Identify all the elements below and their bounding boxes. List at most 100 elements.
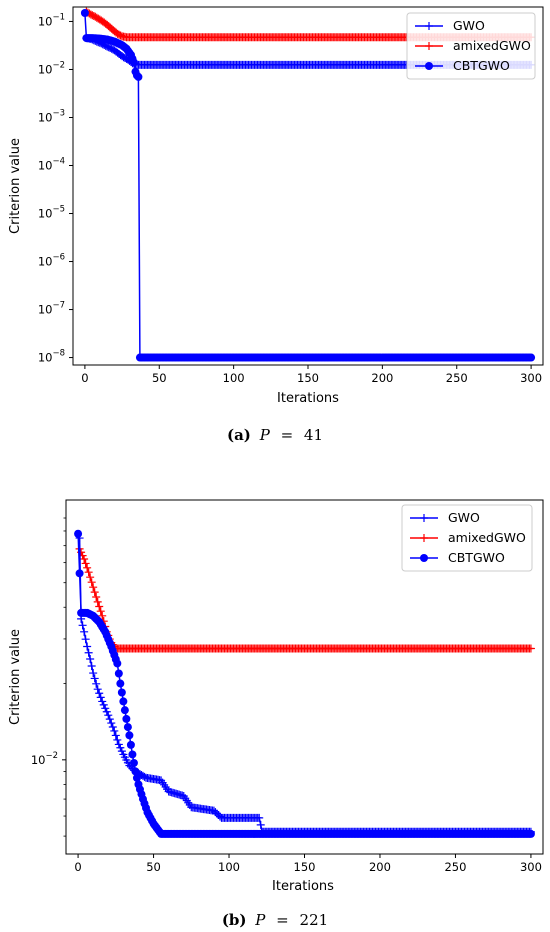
x-axis-label-b: Iterations <box>272 879 334 894</box>
data-point-cbtgwo <box>113 659 122 668</box>
legend-b: GWO amixedGWO CBTGWO <box>401 504 533 572</box>
legend-label: CBTGWO <box>453 58 510 73</box>
legend-label: GWO <box>453 18 485 33</box>
data-point-gwo <box>101 704 110 713</box>
legend-marker <box>420 534 428 542</box>
data-point-cbtgwo <box>125 731 134 740</box>
x-tick-label-b: 300 <box>520 860 542 874</box>
data-point-cbtgwo <box>129 758 138 767</box>
series-cbtgwo-a <box>80 8 536 362</box>
series-amixedgwo-a <box>82 7 536 42</box>
y-tick-label-a: 10−6 <box>38 253 65 269</box>
legend-box <box>406 12 536 80</box>
x-tick-label-a: 100 <box>223 371 245 385</box>
data-point-gwo <box>93 685 102 694</box>
data-point-cbtgwo <box>122 714 131 723</box>
caption-b-eq: = <box>276 911 289 929</box>
data-point-amixedgwo <box>89 583 98 592</box>
data-point-gwo <box>89 669 98 678</box>
y-tick-label-a: 10−7 <box>38 301 65 317</box>
data-point-gwo <box>87 662 96 671</box>
caption-a-eq: = <box>281 426 294 444</box>
data-point-cbtgwo <box>526 829 535 838</box>
caption-a-var: P <box>259 426 271 444</box>
y-tick-label-b: 10−2 <box>31 751 58 767</box>
data-point-amixedgwo <box>526 644 535 653</box>
legend-marker <box>425 22 433 30</box>
data-point-gwo <box>255 813 264 822</box>
data-point-gwo <box>117 747 126 756</box>
caption-a-value: 41 <box>304 426 323 444</box>
legend-a: GWO amixedGWO CBTGWO <box>406 12 536 80</box>
caption-b: (b) P = 221 <box>222 911 328 929</box>
data-point-cbtgwo <box>120 706 129 715</box>
data-point-gwo <box>96 693 105 702</box>
caption-a-label: (a) <box>227 426 251 444</box>
data-point-gwo <box>105 715 114 724</box>
data-point-gwo <box>104 711 113 720</box>
legend-marker <box>425 62 433 70</box>
data-point-gwo <box>80 627 89 636</box>
y-tick-label-a: 10−8 <box>38 349 65 365</box>
x-tick-label-b: 150 <box>294 860 316 874</box>
data-point-gwo <box>78 621 87 630</box>
data-point-cbtgwo <box>80 8 89 17</box>
data-point-gwo <box>114 740 123 749</box>
data-point-amixedgwo <box>93 597 102 606</box>
legend-marker <box>420 554 428 562</box>
x-tick-label-a: 300 <box>520 371 542 385</box>
x-tick-label-b: 250 <box>444 860 466 874</box>
data-point-cbtgwo <box>131 767 140 776</box>
x-tick-label-a: 150 <box>297 371 319 385</box>
caption-b-value: 221 <box>300 911 329 929</box>
data-point-gwo <box>116 743 125 752</box>
data-point-gwo <box>81 635 90 644</box>
series-amixedgwo-b <box>75 544 535 653</box>
x-tick-label-b: 0 <box>74 860 81 874</box>
legend-marker <box>425 42 433 50</box>
data-point-amixedgwo <box>96 607 105 616</box>
x-tick-label-b: 200 <box>369 860 391 874</box>
legend-label: GWO <box>448 510 480 525</box>
x-tick-label-b: 50 <box>146 860 161 874</box>
data-point-gwo <box>83 642 92 651</box>
chart-panel-a: 0 50 100 150 200 250 300 10−8 10−7 10−6 10−5 10−4 10… <box>8 6 544 444</box>
data-point-amixedgwo <box>87 578 96 587</box>
data-point-gwo <box>84 648 93 657</box>
y-tick-label-a: 10−3 <box>38 108 65 124</box>
ticks-b: 0 50 100 150 200 250 300 10−2 <box>31 517 542 874</box>
data-point-amixedgwo <box>86 573 95 582</box>
x-tick-label-a: 200 <box>371 371 393 385</box>
data-point-gwo <box>98 697 107 706</box>
y-axis-label-a: Criterion value <box>8 138 23 234</box>
data-point-gwo <box>110 726 119 735</box>
data-point-gwo <box>111 731 120 740</box>
data-point-gwo <box>99 700 108 709</box>
legend-marker <box>420 514 428 522</box>
data-point-gwo <box>86 654 95 663</box>
y-tick-label-a: 10−1 <box>38 12 65 28</box>
data-point-cbtgwo <box>123 723 132 732</box>
chart-panel-b: 0 50 100 150 200 250 300 10−2 GWO amixedGWO CBTGW… <box>8 499 544 929</box>
data-point-cbtgwo <box>527 353 536 362</box>
data-point-amixedgwo <box>84 568 93 577</box>
x-tick-label-a: 50 <box>152 371 167 385</box>
ticks-a: 0 50 100 150 200 250 300 10−8 10−7 10−6 10−5 10−4 10… <box>38 12 542 385</box>
data-point-gwo <box>102 707 111 716</box>
y-tick-label-a: 10−5 <box>38 205 65 221</box>
x-tick-label-a: 250 <box>446 371 468 385</box>
series-b <box>74 529 535 838</box>
data-point-amixedgwo <box>83 563 92 572</box>
data-point-gwo <box>113 735 122 744</box>
series-cbtgwo-b <box>74 529 535 838</box>
data-point-gwo <box>92 679 101 688</box>
y-axis-label-b: Criterion value <box>8 629 23 725</box>
data-point-cbtgwo <box>119 697 128 706</box>
legend-label: amixedGWO <box>448 530 526 545</box>
y-tick-label-a: 10−4 <box>38 157 65 173</box>
data-point-amixedgwo <box>95 602 104 611</box>
data-point-cbtgwo <box>129 58 138 67</box>
data-point-amixedgwo <box>92 592 101 601</box>
x-tick-label-b: 100 <box>218 860 240 874</box>
